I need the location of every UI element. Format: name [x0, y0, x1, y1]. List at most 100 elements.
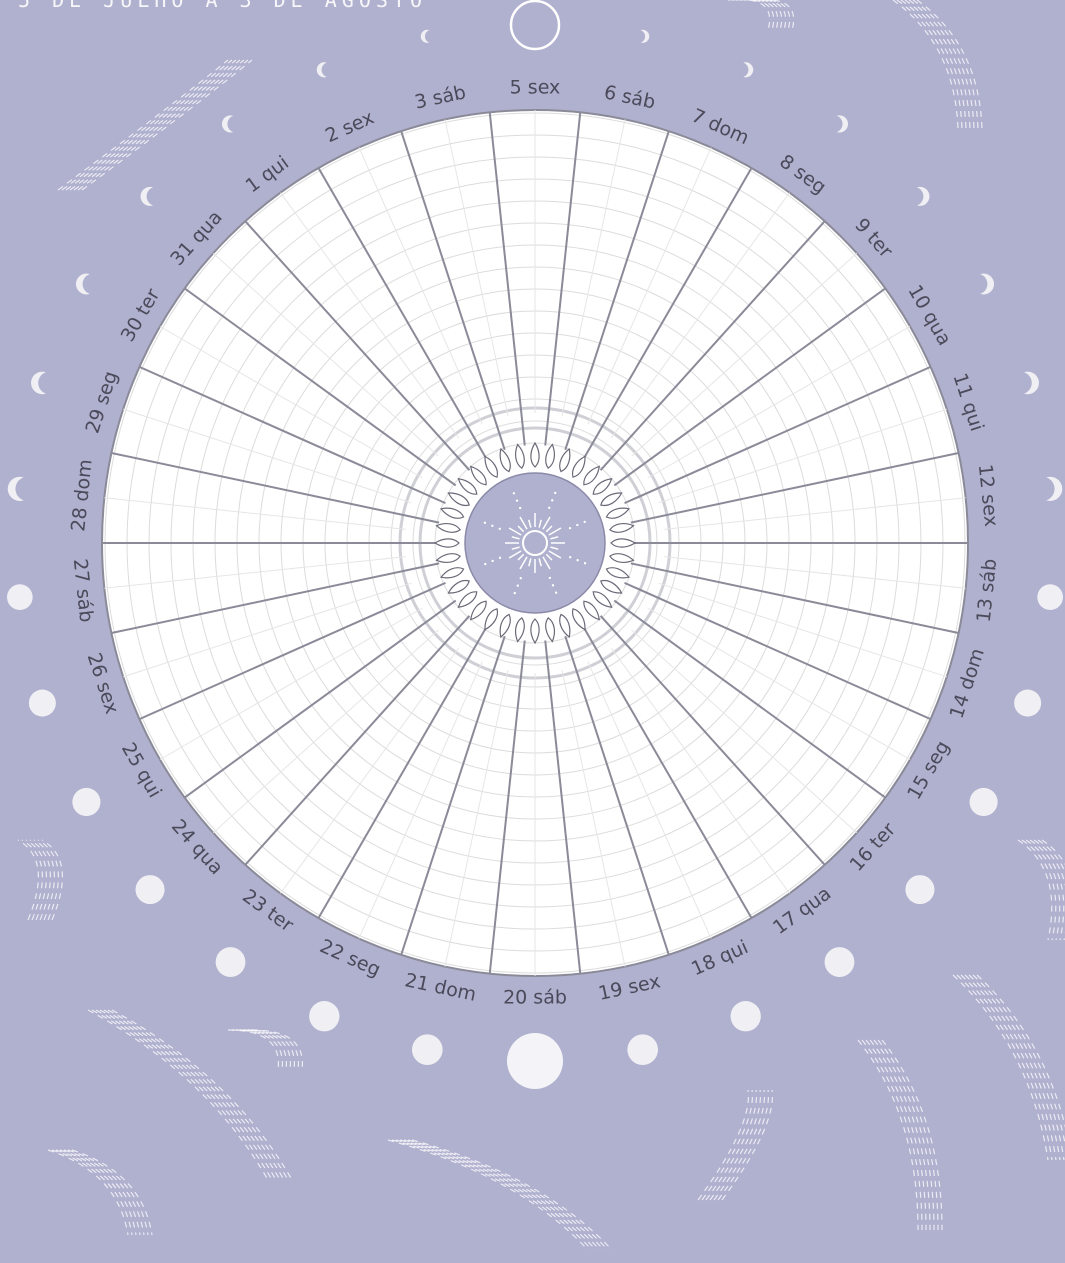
petal-icon — [530, 441, 540, 468]
moon-phase-icon — [316, 62, 337, 78]
feather-stroke-icon — [57, 59, 253, 191]
moon-phase-icon — [28, 689, 56, 717]
day-label: 3 sáb — [413, 81, 468, 113]
moon-phase-icon — [31, 371, 61, 395]
day-divider — [599, 220, 826, 471]
day-divider — [139, 581, 446, 721]
petal-icon — [439, 567, 465, 579]
day-divider — [317, 627, 487, 919]
day-divider — [488, 640, 526, 974]
feather-stroke-icon — [697, 1089, 774, 1201]
moon-phase-icon — [632, 29, 650, 43]
moon-phase-icon — [730, 1001, 761, 1032]
moon-phase-icon — [904, 186, 930, 206]
petal-icon — [559, 447, 571, 473]
petal-icon — [484, 455, 499, 478]
petal-icon — [600, 492, 623, 507]
moon-phase-icon — [215, 947, 246, 977]
feather-stroke-icon — [857, 1039, 943, 1231]
sub-divider — [664, 497, 966, 530]
day-divider — [613, 599, 886, 799]
sub-divider — [647, 607, 911, 760]
moon-phase-icon — [905, 875, 935, 905]
sub-divider — [123, 408, 412, 504]
sub-divider — [280, 192, 459, 439]
petal-icon — [447, 492, 470, 507]
sub-divider — [587, 661, 712, 939]
sub-divider — [123, 582, 412, 678]
petal-icon — [592, 591, 613, 609]
day-divider — [630, 562, 959, 635]
day-divider — [630, 451, 959, 524]
moon-phase-icon — [75, 273, 104, 295]
petal-icon — [484, 608, 499, 631]
sub-divider — [358, 661, 483, 939]
sub-divider — [561, 670, 626, 967]
sub-divider — [611, 192, 790, 439]
petal-icon — [571, 455, 586, 478]
petal-icon — [605, 567, 631, 579]
petal-icon — [530, 618, 540, 645]
feather-stroke-icon — [728, 0, 795, 31]
day-divider — [624, 365, 931, 505]
sub-divider — [212, 629, 439, 834]
petal-icon — [457, 591, 478, 609]
sub-divider — [664, 556, 966, 589]
petal-icon — [499, 447, 511, 473]
petal-ring — [433, 441, 637, 645]
feather-decorations — [17, 0, 1065, 1251]
petal-icon — [457, 477, 478, 495]
day-divider — [488, 112, 526, 446]
sub-divider — [212, 252, 439, 457]
day-divider — [400, 635, 506, 956]
petal-icon — [609, 553, 635, 564]
day-divider — [139, 365, 446, 505]
petal-icon — [583, 600, 601, 621]
sub-divider — [658, 408, 947, 504]
petal-icon — [433, 538, 460, 548]
sub-divider — [358, 147, 483, 425]
moon-phase-icon — [7, 476, 40, 501]
moon-phase-icon — [140, 186, 166, 206]
moon-phases — [6, 0, 1064, 1089]
date-range-caption: 5 DE JULHO A 3 DE AGOSTO — [18, 0, 427, 12]
day-label: 2 sex — [322, 107, 377, 148]
day-divider — [599, 615, 826, 866]
day-label: 26 sex — [83, 650, 123, 716]
day-divider — [564, 130, 670, 451]
petal-icon — [435, 522, 461, 533]
petal-icon — [439, 507, 465, 519]
day-label: 6 sáb — [602, 81, 657, 113]
petal-icon — [600, 579, 623, 594]
day-label: 12 sex — [974, 463, 1002, 528]
day-divider — [583, 627, 753, 919]
day-divider — [111, 451, 440, 524]
moon-phase-icon — [1009, 371, 1039, 395]
day-label: 28 dom — [67, 458, 96, 532]
moon-phase-icon — [1037, 584, 1064, 611]
day-divider — [244, 615, 471, 866]
sub-divider — [104, 556, 406, 589]
moon-phase-icon — [72, 787, 101, 817]
sub-divider — [647, 326, 911, 479]
feather-stroke-icon — [227, 1029, 303, 1071]
petal-icon — [514, 617, 525, 643]
moon-phase-icon — [969, 787, 998, 817]
sub-divider — [280, 647, 459, 894]
petal-icon — [571, 608, 586, 631]
sub-divider — [159, 326, 423, 479]
sub-divider — [587, 147, 712, 425]
petal-icon — [469, 465, 487, 486]
petal-icon — [592, 477, 613, 495]
petal-icon — [435, 553, 461, 564]
petal-icon — [605, 507, 631, 519]
feather-stroke-icon — [387, 1139, 613, 1251]
moon-phase-icon — [411, 1034, 443, 1066]
petal-icon — [545, 443, 556, 469]
sub-divider — [561, 119, 626, 416]
petal-icon — [559, 613, 571, 639]
sub-divider — [631, 629, 858, 834]
day-divider — [184, 599, 457, 799]
moon-phase-icon — [6, 584, 33, 611]
